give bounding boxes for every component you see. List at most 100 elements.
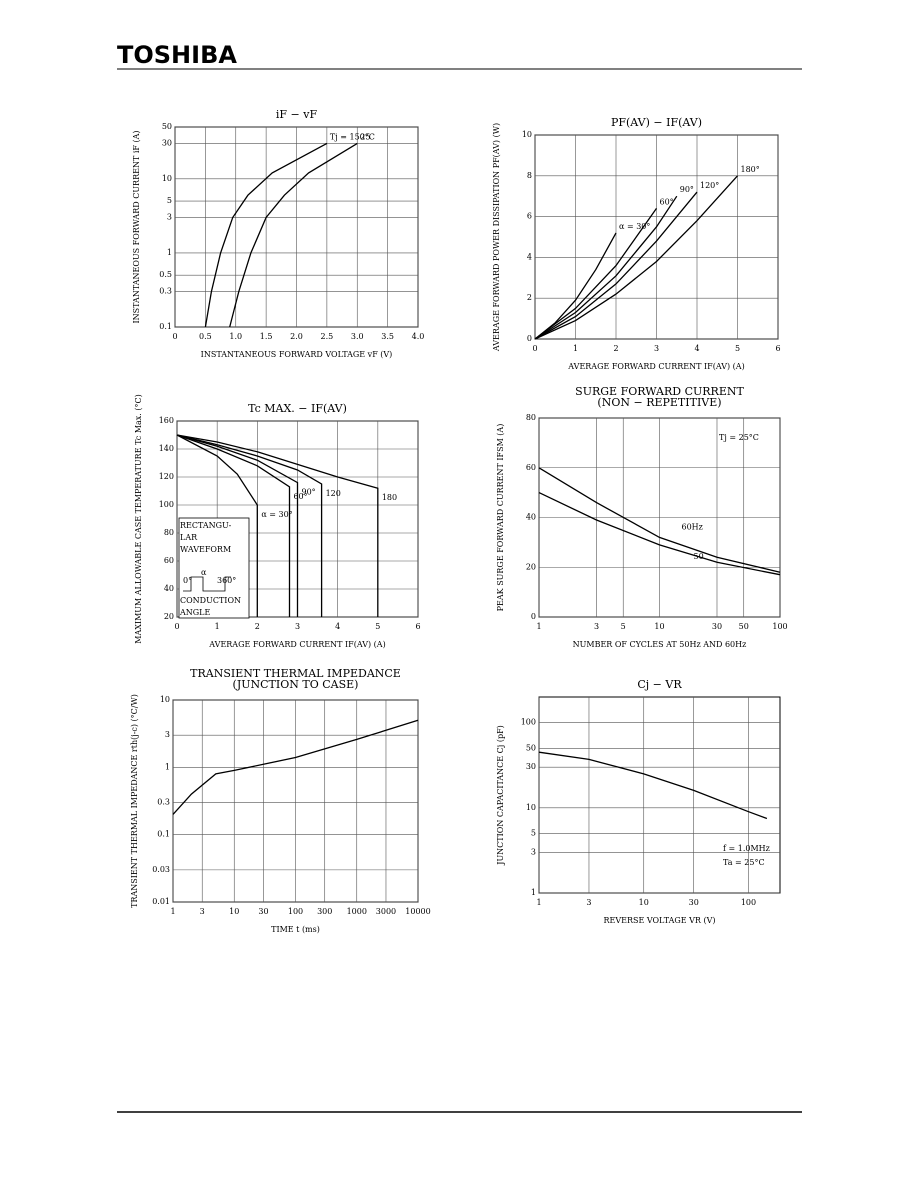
y-tick-label: 0.3 [159, 287, 172, 296]
y-tick-label: 5 [531, 828, 536, 837]
y-tick-label: 1 [165, 762, 170, 771]
x-tick-label: 3.5 [381, 332, 394, 341]
y-tick-label: 3 [165, 730, 170, 739]
y-tick-label: 10 [526, 803, 536, 812]
chart-title: iF − vF [276, 108, 318, 121]
y-tick-label: 0.1 [157, 830, 170, 839]
y-axis-label: TRANSIENT THERMAL IMPEDANCE rth(j-c) (°C… [130, 694, 139, 908]
x-tick-label: 1 [536, 622, 541, 631]
chart: 1 3 5 10 30 50 100 0 20 40 60 80 SURGE FORWARD CURRE… [496, 385, 788, 649]
x-tick-label: 0.5 [199, 332, 212, 341]
y-tick-label: 140 [159, 444, 174, 453]
x-axis-label: INSTANTANEOUS FORWARD VOLTAGE vF (V) [201, 350, 393, 359]
x-tick-label: 2 [255, 622, 260, 631]
x-tick-label: 10000 [405, 907, 430, 916]
x-tick-label: 3 [586, 898, 591, 907]
y-tick-label: 60 [526, 463, 536, 472]
curve-label: 60Hz [682, 522, 703, 531]
curve [176, 434, 379, 617]
chart: 1 3 10 30 100 1 3 5 10 30 50 100 Cj − VR REVERSE VOLT… [496, 678, 781, 925]
x-tick-label: 6 [415, 622, 420, 631]
chart-title: Tc MAX. − IF(AV) [248, 402, 347, 415]
y-tick-label: 5 [167, 196, 172, 205]
inset-box [178, 517, 250, 619]
curve-label: α = 30° [261, 510, 292, 519]
y-tick-label: 0.5 [159, 270, 172, 279]
y-tick-label: 20 [526, 562, 536, 571]
x-tick-label: 100 [741, 898, 756, 907]
chart-title: TRANSIENT THERMAL IMPEDANCE [190, 667, 401, 680]
x-tick-label: 10 [229, 907, 239, 916]
y-tick-label: 80 [164, 528, 174, 537]
x-tick-label: 1 [215, 622, 220, 631]
x-tick-label: 3.0 [351, 332, 364, 341]
annotation: Ta = 25°C [723, 858, 765, 867]
curve-label: 120° [700, 181, 719, 190]
x-tick-label: 5 [375, 622, 380, 631]
y-tick-label: 3 [167, 213, 172, 222]
chart-title: PF(AV) − IF(AV) [611, 116, 702, 129]
y-axis-label: AVERAGE FORWARD POWER DISSIPATION PF(AV)… [492, 123, 501, 352]
curve-label: α = 30° [619, 222, 650, 231]
y-axis-label: INSTANTANEOUS FORWARD CURRENT iF (A) [132, 131, 141, 324]
y-tick-label: 30 [526, 762, 536, 771]
x-tick-label: 5 [735, 344, 740, 353]
curve [176, 434, 323, 617]
x-tick-label: 0 [174, 622, 179, 631]
x-tick-label: 3 [295, 622, 300, 631]
y-tick-label: 50 [162, 122, 172, 131]
curve-label: 90° [302, 488, 316, 497]
chart: 0 1 2 3 4 5 6 20 40 60 80 100 120 140 160 Tc MAX. − IF(… [134, 394, 421, 649]
y-tick-label: 60 [164, 556, 174, 565]
x-axis-label: NUMBER OF CYCLES AT 50Hz AND 60Hz [573, 640, 747, 649]
y-tick-label: 8 [527, 171, 532, 180]
curve-label: 60° [293, 492, 307, 501]
chart-title: SURGE FORWARD CURRENT [575, 385, 744, 398]
curve [538, 467, 781, 573]
curve [534, 175, 738, 340]
x-tick-label: 10 [654, 622, 664, 631]
x-tick-label: 1 [536, 898, 541, 907]
y-tick-label: 10 [522, 130, 532, 139]
annotation: f = 1.0MHz [723, 844, 770, 853]
y-tick-label: 1 [167, 248, 172, 257]
curve [176, 434, 258, 617]
curve [176, 434, 291, 617]
y-tick-label: 50 [526, 743, 536, 752]
curve-label: 60° [660, 197, 674, 206]
y-tick-label: 0.01 [152, 897, 170, 906]
y-axis-label: JUNCTION CAPACITANCE Cj (pF) [496, 725, 505, 866]
x-axis-label: TIME t (ms) [271, 925, 320, 934]
x-tick-label: 6 [775, 344, 780, 353]
brand-logo: TOSHIBA [117, 41, 237, 69]
x-tick-label: 300 [317, 907, 332, 916]
curve-label: 50 [694, 552, 704, 561]
x-tick-label: 50 [739, 622, 749, 631]
x-tick-label: 100 [772, 622, 787, 631]
y-tick-label: 0.03 [152, 865, 170, 874]
curve [229, 142, 358, 328]
y-tick-label: 20 [164, 612, 174, 621]
y-tick-label: 40 [526, 513, 536, 522]
annotation: 0° [183, 576, 192, 585]
annotation: ANGLE [179, 608, 210, 617]
x-tick-label: 4.0 [412, 332, 425, 341]
annotation: RECTANGU- [180, 521, 232, 530]
y-tick-label: 40 [164, 584, 174, 593]
curve-label: Tj = 150°C [330, 132, 375, 141]
x-tick-label: 5 [621, 622, 626, 631]
y-tick-label: 30 [162, 138, 172, 147]
x-tick-label: 3 [594, 622, 599, 631]
y-tick-label: 0 [527, 334, 532, 343]
curve-label: 180 [382, 493, 397, 502]
chart: 0 1 2 3 4 5 6 0 2 4 6 8 10 PF(AV) − IF(AV) AVERAGE FOR… [492, 116, 781, 371]
x-tick-label: 1.5 [260, 332, 273, 341]
curve [538, 751, 768, 820]
annotation: WAVEFORM [180, 545, 231, 554]
y-tick-label: 1 [531, 888, 536, 897]
y-tick-label: 0.3 [157, 798, 170, 807]
curve-label: 25 [360, 132, 370, 141]
x-tick-label: 1.0 [229, 332, 242, 341]
y-tick-label: 160 [159, 416, 174, 425]
annotation: CONDUCTION [180, 596, 241, 605]
